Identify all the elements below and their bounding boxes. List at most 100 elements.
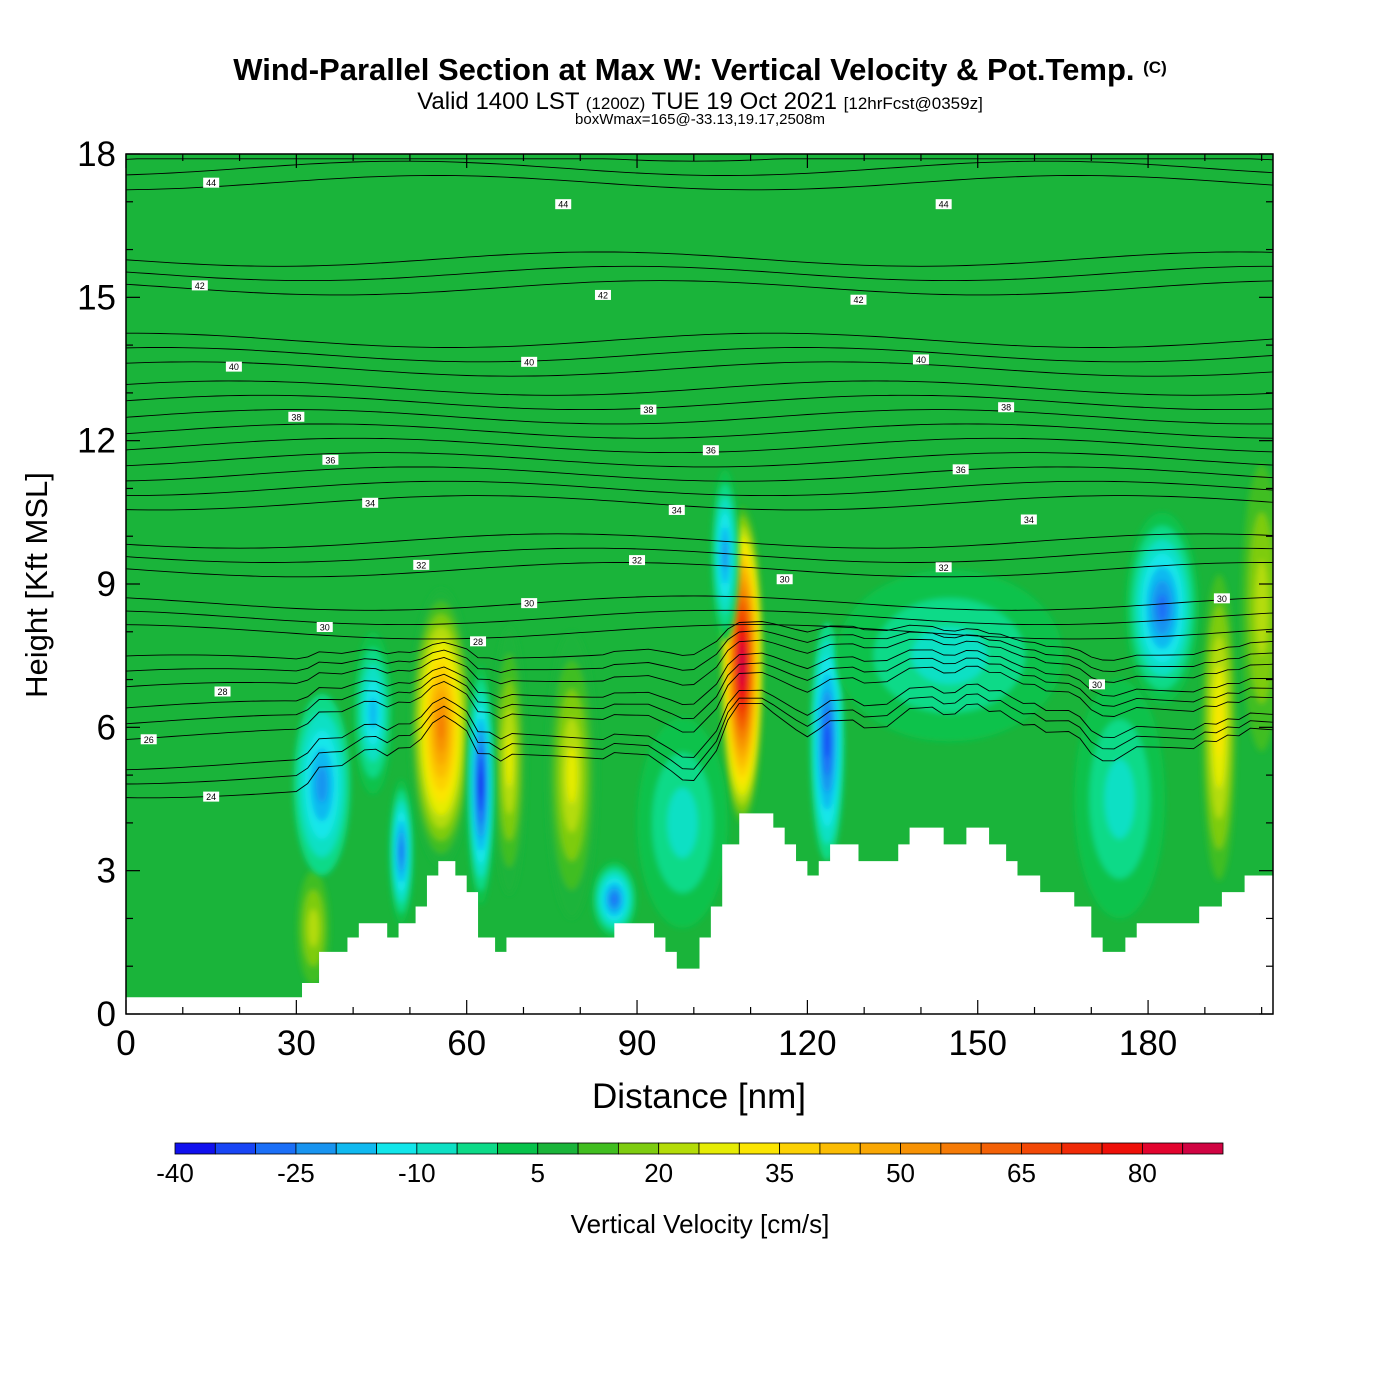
colorbar-box — [214, 1142, 257, 1155]
colorbar-box — [658, 1142, 700, 1155]
x-tick-label: 150 — [949, 1024, 1007, 1063]
velocity-band — [438, 714, 444, 740]
velocity-cell — [492, 627, 527, 895]
theta-contour-line — [126, 562, 1273, 578]
contour-label: 44 — [555, 199, 572, 210]
velocity-cell — [810, 622, 845, 862]
velocity-band — [611, 893, 618, 905]
theta-contour-line — [126, 683, 1273, 771]
contour-label: 38 — [288, 411, 305, 422]
velocity-cell — [293, 693, 351, 876]
colorbar-tick-label: -25 — [277, 1158, 315, 1188]
colorbar-tick-label: -10 — [398, 1158, 436, 1188]
velocity-band — [740, 655, 744, 675]
velocity-band — [667, 787, 698, 858]
colorbar-box — [295, 1142, 337, 1155]
contour-label-text: 40 — [229, 362, 239, 372]
colorbar-box — [376, 1142, 418, 1155]
contour-label: 40 — [225, 361, 242, 372]
colorbar-tick-label: 20 — [644, 1158, 673, 1188]
colorbar-box — [1021, 1142, 1063, 1155]
contour-label: 42 — [850, 294, 867, 305]
contour-label-text: 32 — [416, 560, 426, 570]
velocity-band — [1157, 594, 1168, 622]
colorbar-tick-label: -40 — [156, 1158, 194, 1188]
terrain-mask — [126, 813, 1273, 1014]
forecast-info: [12hrFcst@0359z] — [843, 94, 983, 113]
contour-label-text: 38 — [291, 412, 301, 422]
contour-label: 32 — [629, 555, 646, 566]
valid-prefix: Valid 1400 LST — [417, 88, 580, 115]
x-tick-label: 60 — [447, 1024, 486, 1063]
contour-label: 32 — [413, 559, 430, 570]
theta-contour-line — [126, 495, 1273, 511]
contour-label-text: 32 — [632, 556, 642, 566]
velocity-cell — [591, 861, 638, 938]
colorbar-box — [577, 1142, 619, 1155]
contour-label-text: 28 — [218, 687, 228, 697]
theta-contour-line — [126, 480, 1273, 497]
contour-label: 24 — [203, 791, 220, 802]
velocity-band — [316, 766, 328, 803]
theta-contour-line — [126, 437, 1273, 454]
contour-label-text: 42 — [598, 290, 608, 300]
velocity-cell — [710, 469, 740, 642]
velocity-cell — [637, 717, 728, 929]
velocity-cell — [1074, 679, 1166, 919]
colorbar-box — [1061, 1142, 1103, 1155]
velocity-cell — [1241, 464, 1273, 752]
theta-contour-line — [126, 657, 1273, 725]
velocity-cell — [409, 588, 473, 866]
contour-label: 36 — [702, 445, 719, 456]
valid-date: TUE 19 Oct 2021 — [651, 88, 837, 115]
theta-contour-line — [126, 665, 1273, 740]
y-tick-label: 3 — [97, 852, 116, 891]
contour-label: 34 — [1020, 514, 1037, 525]
contour-label: 34 — [668, 504, 685, 515]
contour-label-text: 30 — [1217, 594, 1227, 604]
theta-contour-line — [126, 624, 1273, 640]
colorbar-box — [980, 1142, 1022, 1155]
theta-contour-line — [126, 158, 1273, 162]
y-tick-label: 9 — [97, 565, 116, 604]
title-text: Wind-Parallel Section at Max W: Vertical… — [233, 52, 1135, 87]
y-tick-label: 12 — [77, 422, 116, 461]
x-tick-label: 90 — [618, 1024, 657, 1063]
y-axis-label: Height [Kft MSL] — [19, 472, 54, 698]
colorbar-box — [819, 1142, 861, 1155]
contour-label-text: 34 — [365, 498, 375, 508]
theta-contour-line — [126, 394, 1273, 411]
velocity-band — [479, 771, 483, 798]
contour-label-text: 30 — [524, 599, 534, 609]
contour-label-text: 28 — [473, 637, 483, 647]
colorbar-box — [497, 1142, 539, 1155]
theta-contour-line — [126, 347, 1273, 363]
theta-contour-line — [126, 423, 1273, 439]
velocity-band — [399, 841, 404, 862]
contour-labels: 44 44 44 42 42 42 40 40 40 38 38 38 36 36 36 34 34 34 32 32… — [140, 177, 1230, 802]
theta-contour-line — [126, 533, 1273, 549]
contour-label: 36 — [952, 464, 969, 475]
colorbar-label: Vertical Velocity [cm/s] — [571, 1209, 830, 1239]
x-axis-label: Distance [nm] — [592, 1077, 806, 1116]
contour-label-text: 32 — [939, 563, 949, 573]
contour-label-text: 30 — [1092, 680, 1102, 690]
colorbar-box — [738, 1142, 781, 1155]
contour-label: 34 — [362, 497, 379, 508]
contour-label: 38 — [998, 402, 1015, 413]
theta-contour-line — [126, 452, 1273, 468]
contour-label: 44 — [935, 199, 952, 210]
y-tick-label: 6 — [97, 708, 116, 747]
valid-time-line: Valid 1400 LST (1200Z) TUE 19 Oct 2021 [… — [0, 88, 1400, 116]
colorbar-box — [940, 1142, 982, 1155]
theta-contour-line — [126, 621, 1273, 662]
contour-label-text: 36 — [325, 455, 335, 465]
theta-contour-line — [126, 649, 1273, 709]
contour-label-text: 40 — [524, 357, 534, 367]
contour-label: 30 — [1088, 679, 1105, 690]
contour-label: 28 — [214, 686, 231, 697]
valid-zulu: (1200Z) — [585, 94, 646, 113]
contour-label: 44 — [203, 177, 220, 188]
velocity-band — [1255, 560, 1269, 656]
